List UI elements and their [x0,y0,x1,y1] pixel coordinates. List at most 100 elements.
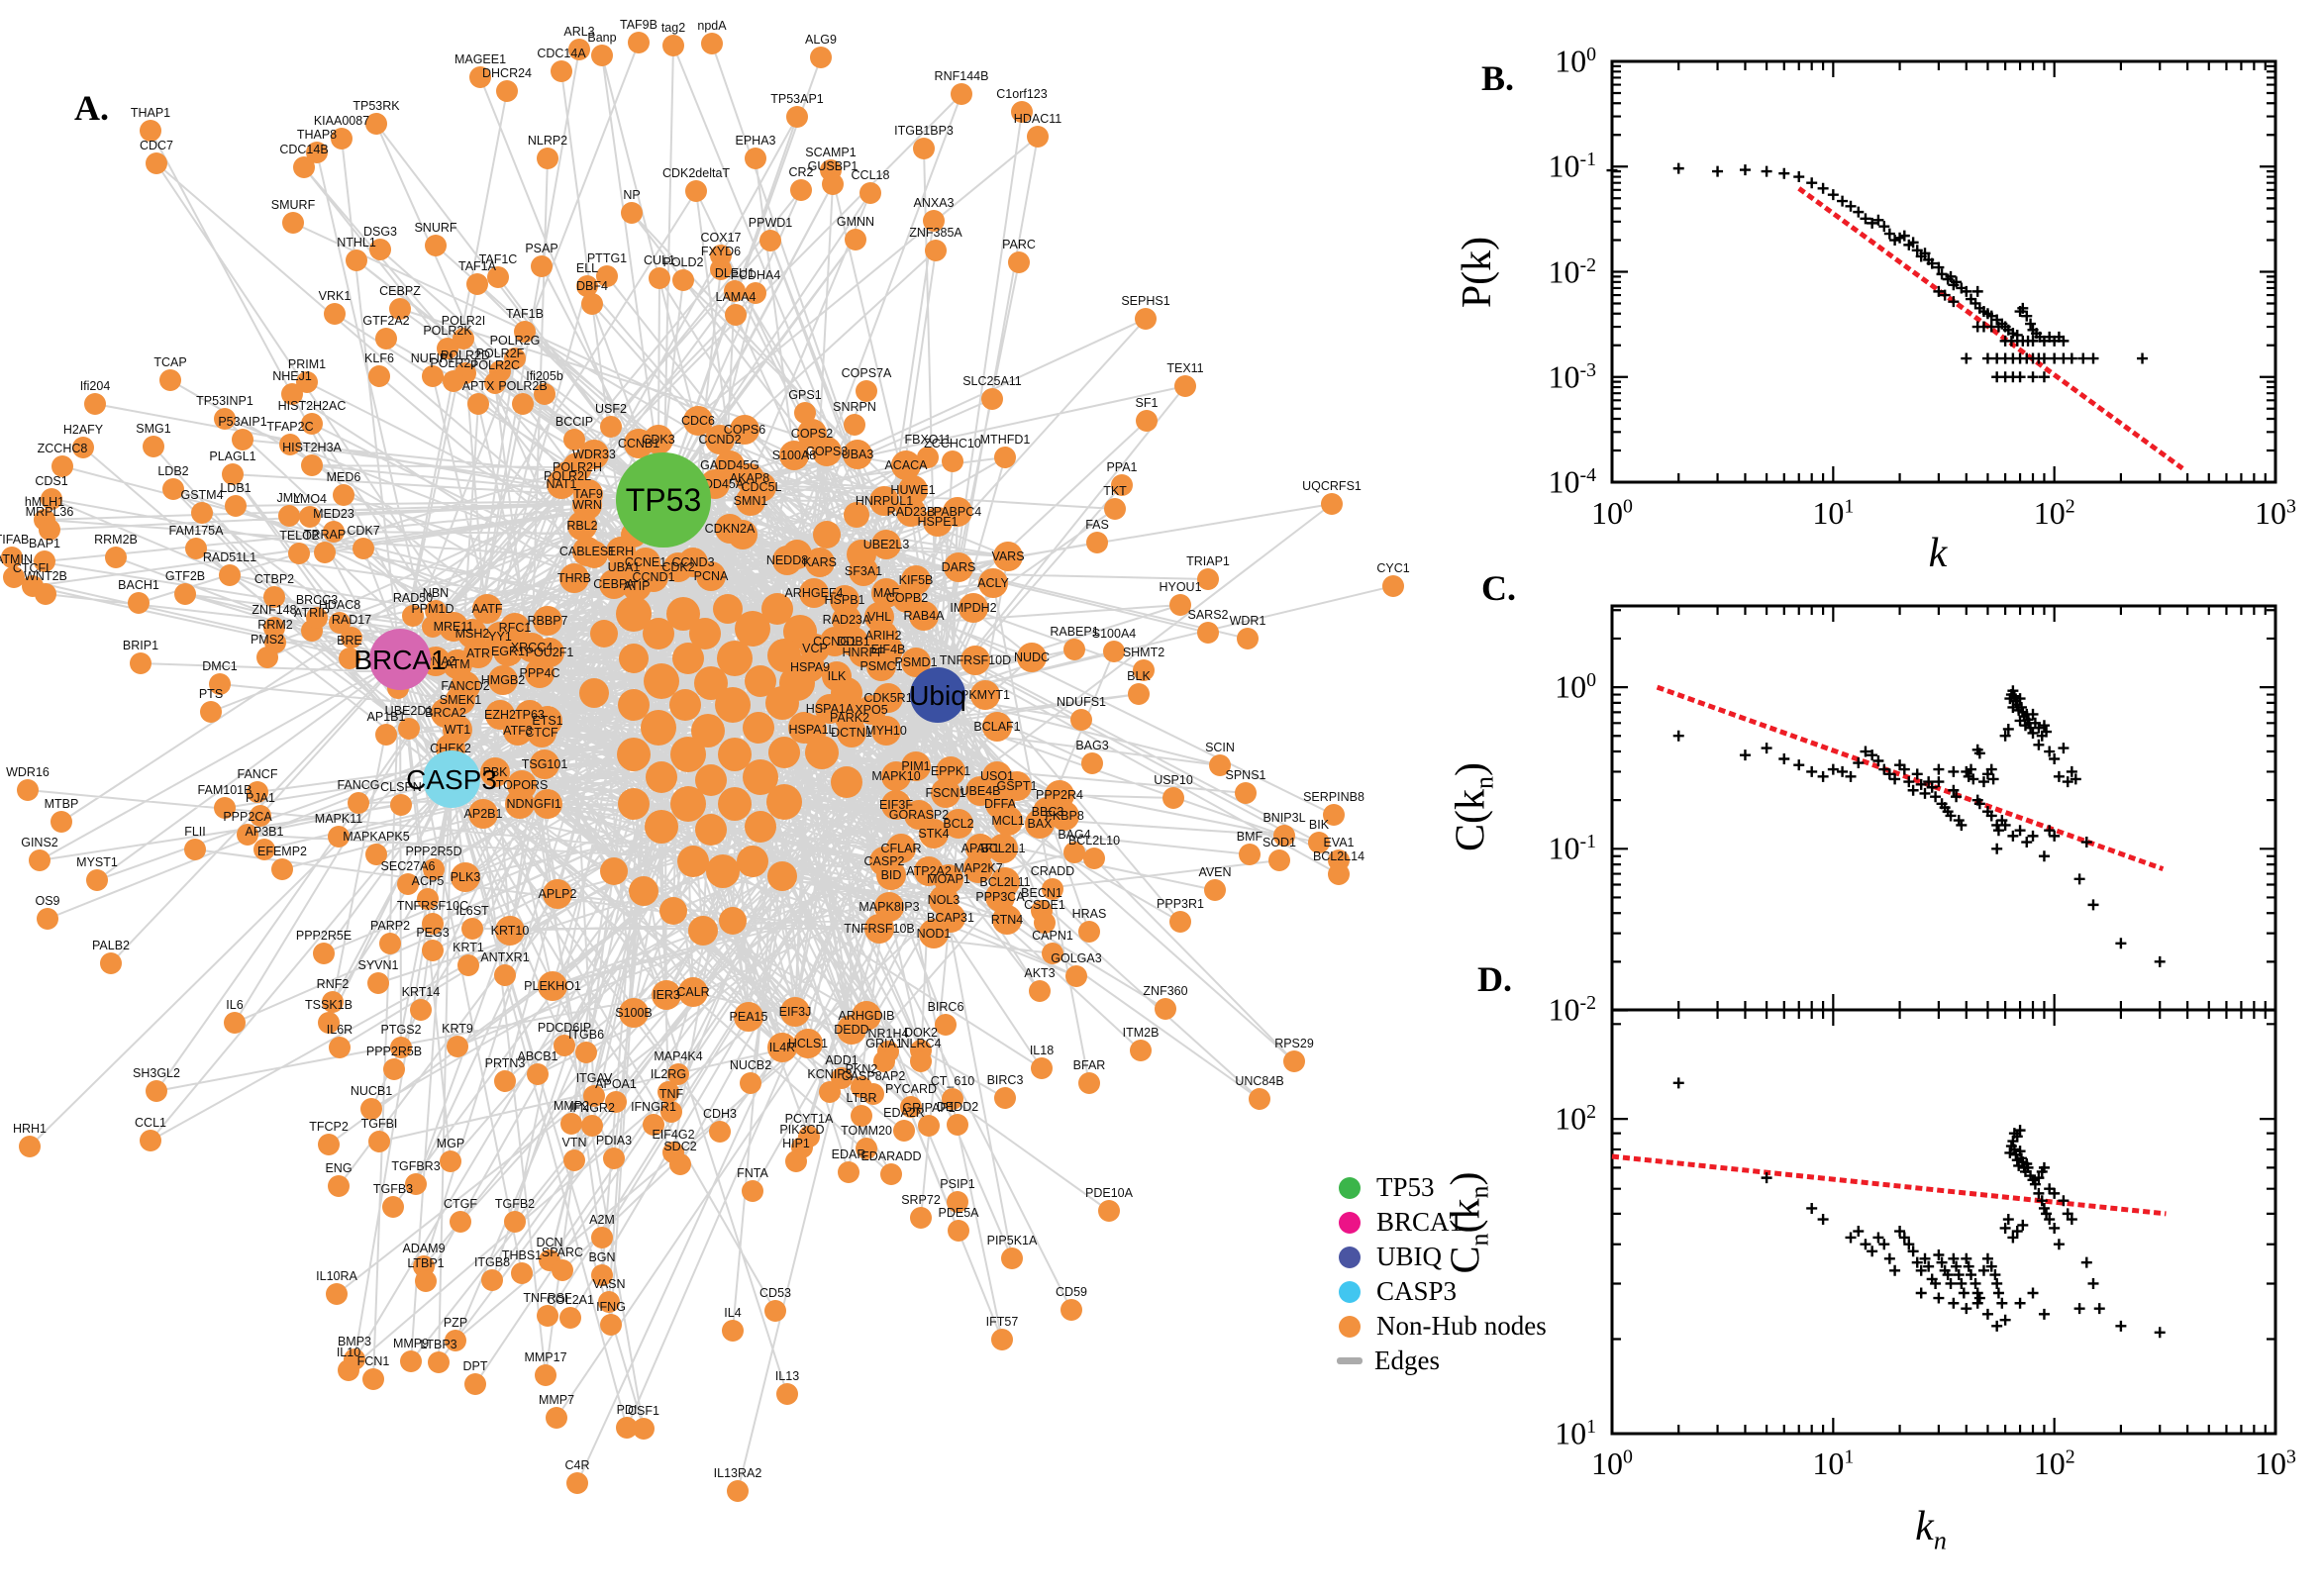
network-node [481,1269,503,1291]
network-node [480,757,510,787]
network-node [819,1081,841,1103]
network-node [1063,842,1085,863]
gene-label: BIRC6 [928,1000,964,1014]
gene-label: POLR2D [441,349,490,362]
panel-b-label: B. [1481,58,1515,98]
network-node [767,639,801,672]
network-node [1086,532,1108,553]
gene-label: ILK [828,669,847,683]
gene-label: C4R [564,1458,589,1472]
gene-label: CASP2 [864,854,905,868]
network-node [734,1002,763,1032]
network-node [590,620,618,648]
network-node [978,568,1008,598]
network-node [683,406,713,436]
network-node [893,1120,915,1142]
network-node [488,665,518,695]
gene-label: FCN1 [357,1354,390,1368]
gene-label: PPP3R1 [1157,897,1204,911]
gene-label: ATM [445,657,469,671]
network-node [278,505,300,527]
gene-label: PARK2 [830,711,869,725]
gene-label: PIK3CD [779,1123,824,1137]
gene-label: TSG101 [522,757,568,771]
gene-label: EDAR [832,1147,866,1161]
network-node [530,749,559,779]
network-node [991,1329,1013,1350]
network-node [214,408,236,430]
network-node [346,249,367,271]
tick-label: 10-4 [1548,463,1596,500]
gene-label: DARS [942,560,976,574]
network-node [591,1227,613,1248]
network-node [767,861,797,891]
network-node [146,152,167,174]
network-node [688,916,718,946]
gene-label: COPS6 [724,423,765,437]
gene-label: KLF6 [364,351,394,365]
network-node [1136,410,1158,432]
gene-label: POLD2 [663,255,704,269]
gene-label: UBE2L3 [863,538,910,551]
network-node [923,210,945,232]
gene-label: WRN [572,498,602,512]
network-node [600,416,622,438]
ubiq-swatch-icon [1339,1246,1361,1268]
gene-label: CASP8AP2 [842,1069,906,1083]
network-node [560,1113,582,1135]
gene-label: CCNE1 [625,555,666,569]
network-node [724,280,746,302]
network-node [869,486,899,516]
network-node [1169,911,1191,933]
gene-label: RAB4A [904,609,946,623]
network-node [306,142,328,163]
gene-label: ATRIP [294,606,330,620]
network-node [947,1114,968,1136]
network-node [237,824,258,846]
network-node [963,853,993,883]
network-node [222,463,244,485]
gene-label: LTBR [846,1091,876,1105]
gene-label: NUFIP1 [411,351,455,365]
gene-label: CDC7 [140,139,173,152]
network-node [559,1307,581,1329]
network-node [581,293,603,315]
gene-label: CABLES1 [559,545,615,558]
network-node [324,303,346,325]
network-node [1042,943,1063,964]
gene-label: KCNIP3 [807,1067,852,1081]
gene-label: ITGB8 [474,1255,510,1269]
network-node [1011,101,1033,123]
gene-label: RAD23B [887,505,936,519]
network-node [1083,848,1105,869]
gene-label: CDK5R1 [863,691,912,705]
gene-label: IL13RA2 [714,1466,762,1480]
gene-label: NOD1 [917,927,952,941]
network-node [527,1063,549,1085]
gene-label: IL6ST [455,904,489,918]
gene-label: WDR16 [6,765,50,779]
network-node [925,240,947,261]
network-node [306,607,328,629]
network-node [822,173,844,195]
network-node [649,267,670,289]
network-node [766,784,802,820]
network-node [1063,639,1085,660]
network-node [745,148,766,169]
gene-label: MGP [437,1137,464,1150]
network-node [1031,1057,1053,1079]
gene-label: PEG3 [416,926,449,940]
gene-label: PIP5K1A [987,1234,1038,1247]
gene-label: HIP1 [782,1137,810,1150]
gene-label: RTN4 [991,913,1023,927]
network-node [1078,921,1100,943]
gene-label: PCDHA4 [731,268,781,282]
network-node [730,415,759,445]
network-node [422,365,444,387]
gene-label: FKBP8 [1045,809,1084,823]
network-node [919,919,949,948]
gene-label: TAF1B [506,307,544,321]
network-node [982,712,1012,742]
gene-label: ZNF360 [1143,984,1187,998]
gene-label: TP53AP1 [770,92,824,106]
